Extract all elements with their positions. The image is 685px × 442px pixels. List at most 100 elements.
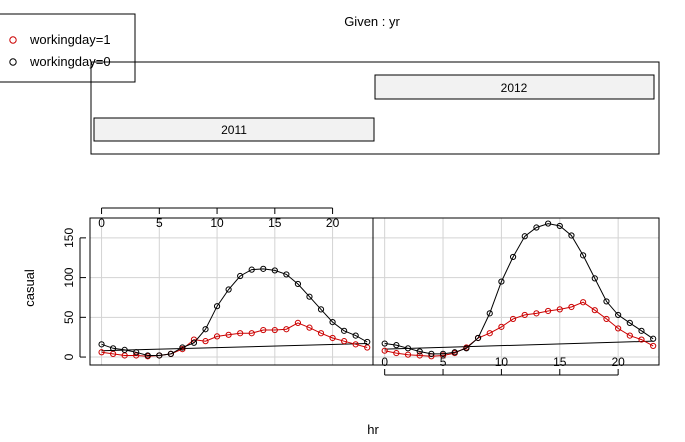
point-workingday-1 (591, 307, 598, 314)
given-panel-frame (90, 61, 660, 155)
point-workingday-1 (381, 347, 388, 354)
legend-marker-workingday-0 (9, 58, 17, 66)
point-workingday-0 (271, 267, 278, 274)
given-bar-label-2012: 2012 (501, 81, 528, 95)
point-workingday-1 (650, 342, 657, 350)
panel-2012 (372, 217, 660, 366)
x-tick-label: 0 (98, 216, 105, 230)
point-workingday-1 (545, 307, 552, 315)
series-line-workingday-0 (384, 223, 654, 355)
point-workingday-0 (474, 334, 482, 342)
point-workingday-0 (580, 252, 587, 259)
point-workingday-0 (404, 345, 412, 352)
point-workingday-1 (213, 333, 221, 340)
point-workingday-0 (638, 327, 645, 334)
point-workingday-1 (283, 326, 290, 333)
point-workingday-0 (439, 350, 447, 357)
series-line-workingday-1 (101, 322, 368, 357)
point-workingday-0 (591, 275, 598, 282)
point-workingday-0 (98, 341, 105, 348)
point-workingday-0 (294, 280, 302, 288)
y-tick-label: 150 (62, 228, 76, 248)
point-workingday-0 (225, 286, 232, 293)
point-workingday-1 (133, 352, 140, 359)
point-workingday-0 (167, 350, 174, 357)
point-workingday-1 (568, 303, 575, 311)
point-workingday-0 (451, 349, 458, 356)
point-workingday-0 (393, 342, 400, 349)
point-workingday-1 (416, 352, 423, 359)
point-workingday-1 (329, 334, 336, 342)
point-workingday-0 (306, 293, 313, 300)
point-workingday-0 (329, 318, 336, 326)
y-axis-label: casual (22, 269, 37, 307)
point-workingday-0 (521, 233, 528, 240)
legend-label-workingday-0: workingday=0 (29, 54, 111, 69)
point-workingday-1 (306, 324, 313, 331)
y-tick-label: 0 (62, 353, 76, 360)
x-tick-label: 0 (381, 355, 388, 369)
trend-line (101, 343, 368, 352)
point-workingday-0 (416, 348, 423, 355)
x-tick-label: 5 (440, 355, 447, 369)
point-workingday-0 (568, 232, 575, 239)
point-workingday-0 (603, 298, 610, 305)
point-workingday-1 (352, 341, 359, 348)
point-workingday-0 (509, 253, 517, 261)
x-tick-label: 15 (268, 216, 282, 230)
point-workingday-0 (237, 272, 244, 280)
point-workingday-1 (615, 325, 622, 332)
point-workingday-0 (615, 311, 622, 319)
point-workingday-0 (179, 344, 186, 351)
point-workingday-0 (156, 352, 163, 359)
point-workingday-0 (248, 266, 255, 273)
legend: workingday=1 workingday=0 (0, 13, 136, 83)
point-workingday-0 (533, 224, 540, 231)
axes: 0 5 10 15 20 0 5 10 15 20 0 50 100 150 (62, 207, 625, 376)
given-bar-label-2011: 2011 (221, 123, 247, 137)
legend-label-workingday-1: workingday=1 (29, 32, 111, 47)
point-workingday-0 (498, 278, 505, 285)
point-workingday-1 (603, 315, 610, 323)
point-workingday-1 (98, 349, 105, 356)
point-workingday-0 (463, 345, 470, 352)
point-workingday-1 (509, 315, 517, 323)
panel-frame (372, 217, 660, 366)
x-tick-label: 20 (326, 216, 340, 230)
given-bar-2012 (374, 74, 655, 100)
point-workingday-1 (294, 319, 302, 326)
point-workingday-0 (260, 265, 267, 272)
point-workingday-0 (626, 319, 633, 326)
point-workingday-1 (626, 332, 633, 339)
point-workingday-0 (341, 327, 348, 334)
given-title: Given : yr (344, 14, 400, 29)
legend-box (0, 13, 136, 83)
y-tick-label: 100 (62, 267, 76, 287)
point-workingday-0 (213, 303, 221, 310)
point-workingday-1 (393, 349, 400, 357)
trend-line (384, 340, 654, 350)
panel-2011 (89, 217, 374, 366)
point-workingday-0 (556, 222, 563, 230)
series-line-workingday-0 (101, 268, 368, 356)
point-workingday-0 (352, 332, 359, 339)
y-tick-label: 50 (62, 310, 76, 324)
legend-marker-workingday-1 (9, 36, 17, 44)
point-workingday-1 (202, 338, 209, 345)
panel-frame (89, 217, 374, 366)
point-workingday-1 (486, 330, 493, 337)
x-tick-label: 15 (553, 355, 567, 369)
point-workingday-0 (190, 339, 198, 346)
point-workingday-1 (341, 338, 348, 345)
x-tick-label: 20 (611, 355, 625, 369)
point-workingday-0 (381, 340, 388, 347)
point-workingday-1 (271, 326, 278, 334)
point-workingday-1 (225, 331, 232, 338)
point-workingday-1 (521, 311, 528, 319)
point-workingday-1 (317, 330, 325, 337)
point-workingday-1 (580, 299, 587, 306)
point-workingday-0 (428, 350, 435, 357)
point-workingday-0 (486, 310, 493, 317)
point-workingday-1 (237, 330, 244, 337)
